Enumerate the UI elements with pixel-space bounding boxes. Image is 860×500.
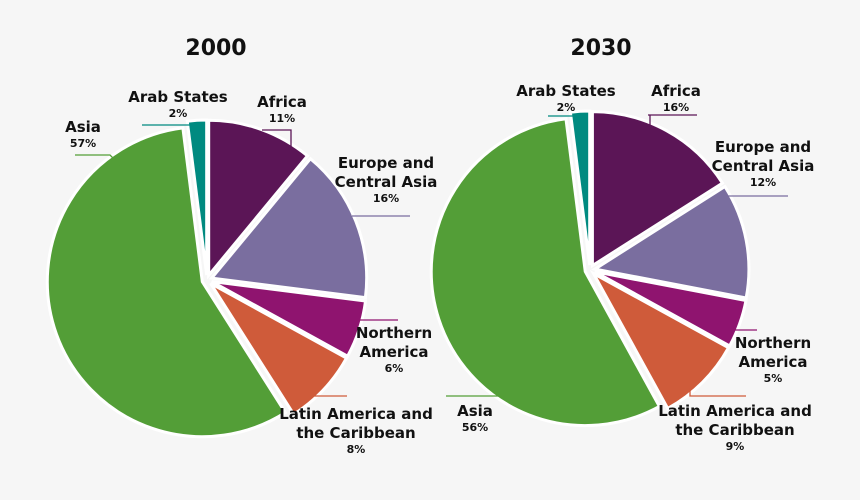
label-2030-latin-america: Latin America and the Caribbean 9% — [658, 402, 812, 453]
label-2030-africa: Africa 16% — [651, 82, 701, 114]
pie-slice-2030-latin-america-and-the-caribbean — [589, 269, 731, 411]
label-2000-africa: Africa 11% — [257, 93, 307, 125]
pie-slice-2030-northern-america — [593, 270, 748, 348]
pie-slice-2000-asia — [45, 126, 288, 439]
label-2000-northern-america: Northern America 6% — [355, 324, 433, 375]
leader-line-latin-america-and-the-caribbean — [689, 388, 746, 397]
pie-slice-2030-europe-and-central-asia — [590, 184, 751, 300]
label-2000-arab-states: Arab States 2% — [128, 88, 228, 120]
pie-slice-2030-asia — [429, 117, 662, 427]
label-2000-asia: Asia 57% — [65, 118, 101, 150]
label-2030-arab-states: Arab States 2% — [516, 82, 616, 114]
chart-title-2030: 2030 — [570, 36, 632, 61]
pie-slice-2000-northern-america — [211, 280, 368, 359]
leader-line-africa — [648, 114, 697, 125]
label-2030-northern-america: Northern America 5% — [734, 334, 812, 385]
pie-slice-2030-africa — [590, 110, 725, 269]
pie-slice-2000-europe-and-central-asia — [208, 156, 369, 300]
leader-line-africa — [262, 129, 292, 148]
label-2000-europe: Europe and Central Asia 16% — [334, 154, 438, 205]
pie-slice-2030-arab-states — [568, 109, 592, 266]
pie-slice-2000-arab-states — [185, 118, 209, 276]
pie-slice-2000-africa — [207, 118, 310, 280]
label-2030-europe: Europe and Central Asia 12% — [711, 138, 815, 189]
pie-slice-2000-latin-america-and-the-caribbean — [209, 282, 349, 417]
chart-title-2000: 2000 — [185, 36, 247, 61]
label-2000-latin-america: Latin America and the Caribbean 8% — [279, 405, 433, 456]
label-2030-asia: Asia 56% — [457, 402, 493, 434]
leader-line-asia — [75, 154, 121, 166]
